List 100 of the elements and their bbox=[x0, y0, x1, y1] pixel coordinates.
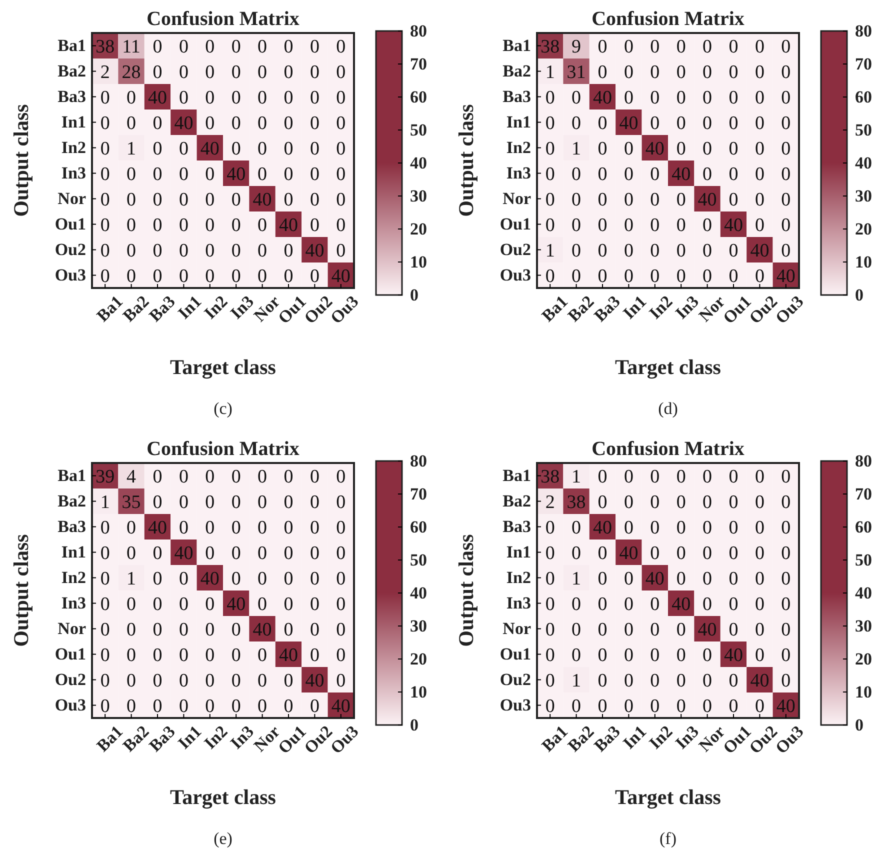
data-label: 0 bbox=[545, 644, 555, 666]
data-label: 0 bbox=[205, 696, 215, 717]
data-label: 0 bbox=[702, 87, 712, 108]
data-label: 0 bbox=[702, 62, 712, 83]
data-label: 0 bbox=[231, 670, 241, 692]
data-label: 0 bbox=[545, 138, 555, 160]
data-label: 40 bbox=[619, 112, 638, 134]
data-label: 4 bbox=[126, 466, 137, 488]
data-label: 0 bbox=[310, 492, 320, 513]
data-label: 0 bbox=[754, 492, 764, 513]
data-label: 0 bbox=[624, 466, 634, 488]
x-tick-label: In2 bbox=[645, 292, 676, 323]
data-label: 0 bbox=[152, 644, 162, 666]
color-bar-label: 40 bbox=[410, 583, 427, 602]
data-label: 0 bbox=[284, 568, 294, 590]
data-label: 0 bbox=[728, 266, 738, 287]
data-label: 0 bbox=[100, 87, 110, 108]
chart-title: Confusion Matrix bbox=[146, 438, 300, 460]
data-label: 40 bbox=[279, 214, 298, 236]
data-label: 0 bbox=[624, 36, 634, 58]
data-label: 0 bbox=[152, 240, 162, 262]
data-label: 40 bbox=[593, 87, 612, 108]
data-label: 0 bbox=[258, 492, 268, 513]
data-label: 0 bbox=[728, 62, 738, 83]
data-label: 0 bbox=[650, 62, 660, 83]
data-label: 0 bbox=[650, 112, 660, 134]
data-label: 0 bbox=[231, 542, 241, 564]
data-label: 0 bbox=[231, 266, 241, 287]
color-bar-label: 30 bbox=[855, 186, 872, 206]
y-tick-label: Ba2 bbox=[502, 492, 531, 511]
data-label: 0 bbox=[728, 492, 738, 513]
data-label: 0 bbox=[336, 112, 346, 134]
y-tick-label: Nor bbox=[502, 619, 532, 638]
data-label: 0 bbox=[781, 568, 791, 590]
y-tick-label: Ou2 bbox=[54, 240, 86, 260]
data-label: 0 bbox=[152, 619, 162, 640]
color-bar-label: 30 bbox=[410, 616, 427, 636]
data-label: 0 bbox=[624, 266, 634, 287]
y-tick-label: Ba2 bbox=[58, 62, 86, 81]
color-bar-label: 70 bbox=[410, 54, 427, 74]
data-label: 0 bbox=[650, 492, 660, 513]
data-label: 0 bbox=[676, 696, 686, 717]
data-label: 0 bbox=[650, 542, 660, 564]
data-label: 0 bbox=[598, 696, 608, 717]
chart-title: Confusion Matrix bbox=[592, 8, 744, 30]
y-tick-label: Ba3 bbox=[58, 87, 86, 106]
data-label: 0 bbox=[152, 266, 162, 287]
data-label: 0 bbox=[650, 214, 660, 236]
data-label: 40 bbox=[619, 542, 638, 564]
data-label: 0 bbox=[781, 214, 791, 236]
color-bar-label: 60 bbox=[410, 517, 427, 536]
data-label: 0 bbox=[754, 62, 764, 83]
data-label: 0 bbox=[258, 594, 268, 615]
data-label: 0 bbox=[178, 266, 188, 287]
data-label: 0 bbox=[100, 189, 110, 210]
data-label: 0 bbox=[205, 189, 215, 210]
data-label: 40 bbox=[672, 164, 691, 185]
data-label: 0 bbox=[650, 240, 660, 262]
data-label: 0 bbox=[754, 619, 764, 640]
data-label: 0 bbox=[545, 517, 555, 538]
data-label: 0 bbox=[676, 517, 686, 538]
data-label: 0 bbox=[284, 240, 294, 262]
data-label: 0 bbox=[258, 240, 268, 262]
data-label: 0 bbox=[598, 492, 608, 513]
data-label: 0 bbox=[100, 594, 110, 615]
y-tick-label: Ou3 bbox=[500, 266, 531, 285]
y-tick-label: In3 bbox=[506, 594, 531, 613]
data-label: 0 bbox=[336, 517, 346, 538]
data-label: 0 bbox=[205, 214, 215, 236]
data-label: 0 bbox=[100, 214, 110, 236]
data-label: 0 bbox=[178, 87, 188, 108]
y-axis-title: Output class bbox=[9, 104, 33, 217]
data-label: 0 bbox=[152, 670, 162, 692]
data-label: 0 bbox=[624, 214, 634, 236]
data-label: 28 bbox=[122, 62, 141, 83]
color-bar-label: 10 bbox=[855, 682, 872, 702]
color-bar-label: 10 bbox=[410, 252, 427, 272]
color-bar-label: 0 bbox=[410, 285, 418, 304]
data-label: 0 bbox=[728, 517, 738, 538]
data-label: 0 bbox=[572, 112, 582, 134]
color-bar-label: 0 bbox=[855, 285, 864, 304]
data-label: 0 bbox=[572, 542, 582, 564]
data-label: 0 bbox=[310, 594, 320, 615]
data-label: 0 bbox=[231, 517, 241, 538]
data-label: 0 bbox=[598, 266, 608, 287]
data-label: 0 bbox=[178, 594, 188, 615]
data-label: 0 bbox=[258, 164, 268, 185]
data-label: 0 bbox=[126, 240, 136, 262]
data-label: 0 bbox=[702, 670, 712, 692]
data-label: 0 bbox=[284, 696, 294, 717]
data-label: 0 bbox=[598, 542, 608, 564]
data-label: 1 bbox=[126, 568, 136, 590]
color-bar-label: 40 bbox=[855, 583, 872, 602]
color-bar-label: 70 bbox=[855, 54, 872, 74]
color-bar-label: 60 bbox=[410, 87, 427, 106]
data-label: 0 bbox=[284, 266, 294, 287]
data-label: 0 bbox=[545, 189, 555, 210]
y-tick-label: In2 bbox=[506, 138, 531, 158]
data-label: 0 bbox=[205, 87, 215, 108]
y-tick-label: In1 bbox=[61, 112, 86, 132]
